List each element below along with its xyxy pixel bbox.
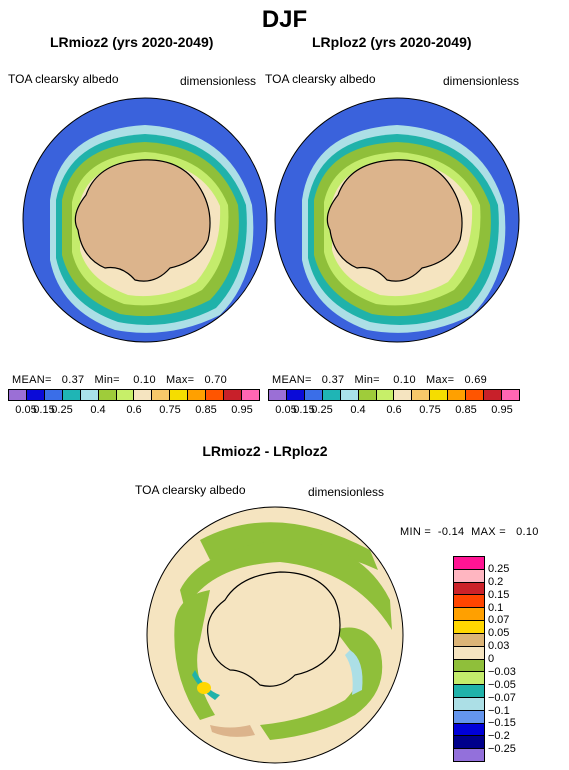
colorbar-swatch [80, 390, 99, 400]
colorbar-tick-label: −0.03 [488, 665, 516, 678]
panel-2-stats: MEAN= 0.37 Min= 0.10 Max= 0.69 [272, 374, 488, 386]
colorbar-tick-label: 0.15 [293, 404, 315, 416]
colorbar-swatch [466, 390, 485, 400]
colorbar-swatch [224, 390, 242, 400]
panel-1-title: LRmioz2 (yrs 2020-2049) [50, 34, 214, 50]
colorbar-swatch [454, 697, 484, 711]
colorbar-tick-label: −0.15 [488, 717, 516, 730]
colorbar-tick-label: 0.1 [488, 601, 504, 614]
colorbar-tick-label: −0.25 [488, 743, 516, 756]
panel-1-stats: MEAN= 0.37 Min= 0.10 Max= 0.70 [12, 374, 228, 386]
colorbar-swatch [454, 557, 484, 570]
colorbar-swatch [454, 723, 484, 737]
difference-stats: MIN = -0.14 MAX = 0.10 [400, 526, 539, 538]
difference-units-label: dimensionless [308, 485, 385, 499]
colorbar-tick-label: 0.15 [488, 588, 510, 601]
colorbar-tick-label: −0.07 [488, 691, 516, 704]
colorbar-swatch [454, 736, 484, 750]
colorbar-swatch [454, 749, 484, 761]
colorbar-swatch [454, 569, 484, 583]
colorbar-swatch [44, 390, 63, 400]
colorbar-tick-label: 0.05 [275, 404, 297, 416]
colorbar-tick-label: 0.15 [33, 404, 55, 416]
colorbar-swatch [116, 390, 135, 400]
colorbar-swatch [448, 390, 467, 400]
colorbar-tick-label: 0.95 [231, 404, 253, 416]
colorbar-tick-label: 0.6 [126, 404, 142, 416]
colorbar-swatch [454, 608, 484, 622]
colorbar-swatch [484, 390, 502, 400]
polar-map-lrploz2 [274, 97, 520, 343]
colorbar-swatch [501, 390, 519, 400]
polar-map-lrmioz2 [22, 97, 268, 343]
colorbar-swatch [394, 390, 413, 400]
colorbar-swatch [454, 633, 484, 647]
colorbar-panel-1 [8, 389, 260, 401]
panel-1-units-label: dimensionless [180, 74, 257, 88]
colorbar-swatch [170, 390, 189, 400]
colorbar-tick-label: −0.05 [488, 678, 516, 691]
colorbar-swatch [188, 390, 207, 400]
colorbar-swatch [134, 390, 153, 400]
colorbar-tick-label: 0.85 [195, 404, 217, 416]
colorbar-swatch [454, 582, 484, 596]
panel-2-units-label: dimensionless [443, 74, 520, 88]
polar-map-difference [146, 506, 404, 764]
colorbar-swatch [241, 390, 259, 400]
colorbar-difference [453, 556, 485, 762]
colorbar-tick-label: 0.25 [311, 404, 333, 416]
colorbar-tick-label: 0.03 [488, 640, 510, 653]
colorbar-swatch [430, 390, 449, 400]
colorbar-tick-label: 0 [488, 653, 495, 665]
colorbar-swatch [286, 390, 305, 400]
colorbar-swatch [340, 390, 359, 400]
colorbar-swatch [62, 390, 81, 400]
colorbar-swatch [454, 710, 484, 724]
colorbar-panel-2 [268, 389, 520, 401]
difference-variable-label: TOA clearsky albedo [135, 483, 246, 497]
colorbar-swatch [454, 595, 484, 609]
colorbar-swatch [304, 390, 323, 400]
colorbar-swatch [269, 390, 287, 400]
colorbar-tick-label: 0.07 [488, 614, 510, 627]
colorbar-swatch [376, 390, 395, 400]
colorbar-tick-label: −0.1 [488, 704, 510, 717]
colorbar-tick-label: 0.05 [488, 627, 510, 640]
colorbar-swatch [454, 685, 484, 698]
colorbar-swatch [98, 390, 117, 400]
colorbar-tick-label: 0.25 [51, 404, 73, 416]
colorbar-tick-label: 0.75 [159, 404, 181, 416]
difference-title: LRmioz2 - LRploz2 [202, 443, 328, 459]
colorbar-tick-label: −0.2 [488, 730, 510, 743]
colorbar-swatch [206, 390, 225, 400]
colorbar-tick-label: 0.2 [488, 575, 504, 588]
colorbar-swatch [26, 390, 45, 400]
colorbar-tick-label: 0.05 [15, 404, 37, 416]
colorbar-tick-label: 0.4 [350, 404, 366, 416]
colorbar-swatch [152, 390, 171, 400]
colorbar-swatch [454, 646, 484, 660]
colorbar-swatch [9, 390, 27, 400]
colorbar-tick-label: 0.85 [455, 404, 477, 416]
colorbar-swatch [454, 659, 484, 673]
colorbar-swatch [358, 390, 377, 400]
panel-2-title: LRploz2 (yrs 2020-2049) [312, 34, 472, 50]
colorbar-tick-label: 0.6 [386, 404, 402, 416]
colorbar-swatch [454, 621, 484, 634]
colorbar-swatch [412, 390, 431, 400]
panel-1-variable-label: TOA clearsky albedo [8, 72, 119, 86]
panel-2-variable-label: TOA clearsky albedo [265, 72, 376, 86]
colorbar-tick-label: 0.25 [488, 562, 510, 575]
colorbar-tick-label: 0.4 [90, 404, 106, 416]
colorbar-swatch [322, 390, 341, 400]
colorbar-tick-label: 0.95 [491, 404, 513, 416]
colorbar-tick-label: 0.75 [419, 404, 441, 416]
figure-title: DJF [261, 6, 308, 33]
colorbar-swatch [454, 672, 484, 686]
